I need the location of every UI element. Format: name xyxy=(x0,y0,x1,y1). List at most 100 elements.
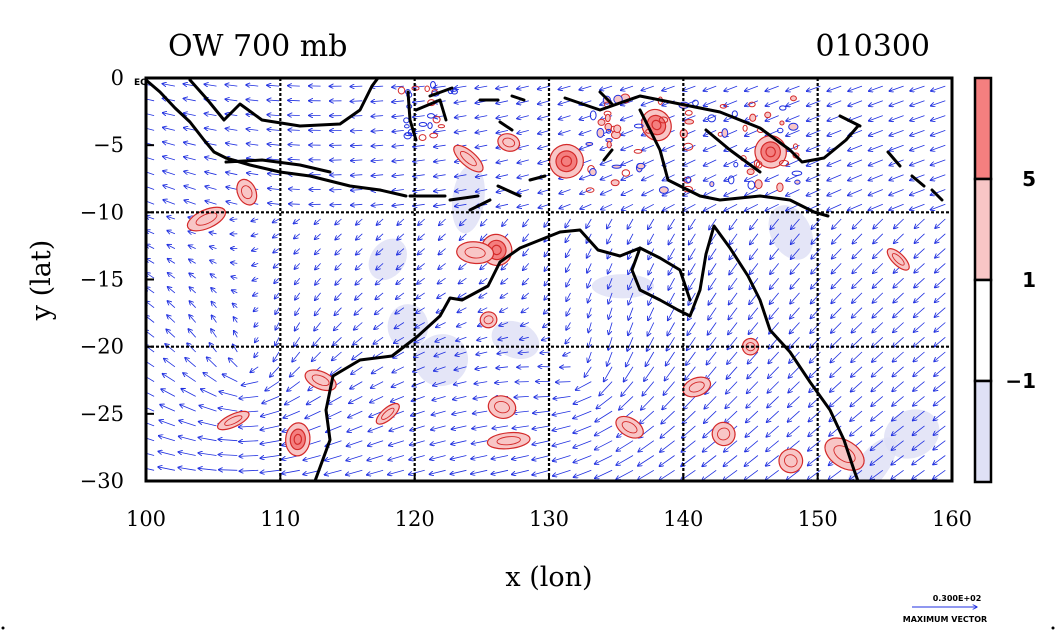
wind-vector xyxy=(394,336,405,343)
wind-vector xyxy=(642,189,654,196)
wind-vector xyxy=(517,175,529,178)
wind-vector xyxy=(315,263,321,269)
ow-small-cell xyxy=(754,179,763,190)
wind-vector xyxy=(312,351,321,361)
wind-vector xyxy=(724,85,738,91)
wind-vector xyxy=(662,396,675,409)
corner-mark-left xyxy=(1,626,5,630)
wind-vector xyxy=(724,144,738,151)
negative-region xyxy=(846,437,897,481)
wind-vector xyxy=(558,85,571,90)
wind-vector xyxy=(552,455,571,462)
ow-small-cell xyxy=(748,101,756,108)
wind-vector xyxy=(767,381,779,394)
wind-vector xyxy=(850,425,863,436)
wind-vector xyxy=(558,130,571,134)
wind-vector xyxy=(594,440,613,450)
wind-vector xyxy=(512,426,529,429)
wind-vector xyxy=(628,292,634,305)
wind-vector xyxy=(521,307,530,313)
wind-vector xyxy=(346,455,363,461)
wind-vector xyxy=(522,277,530,285)
wind-vector xyxy=(375,292,384,300)
wind-vector xyxy=(889,203,904,210)
wind-vector xyxy=(183,113,196,116)
wind-vector xyxy=(285,396,300,404)
wind-vector xyxy=(481,218,488,226)
wind-vector xyxy=(480,233,488,241)
wind-vector xyxy=(475,175,488,178)
wind-vector xyxy=(747,366,759,379)
wind-vector xyxy=(517,101,529,104)
wind-vector xyxy=(912,425,925,436)
wind-vector xyxy=(579,85,592,90)
ow-small-cell xyxy=(778,159,790,167)
wind-vector xyxy=(455,351,467,356)
ow-small-cell xyxy=(749,113,757,122)
wind-vector xyxy=(438,233,446,240)
wind-vector xyxy=(787,425,800,437)
wind-vector xyxy=(704,396,717,409)
wind-vector xyxy=(475,367,488,369)
wind-vector xyxy=(746,410,759,423)
wind-vector xyxy=(930,189,946,196)
wind-vector xyxy=(831,322,842,334)
wind-vector xyxy=(163,156,176,161)
wind-vector xyxy=(499,323,509,327)
reference-vector: 0.300E+02 MAXIMUM VECTOR xyxy=(903,594,987,624)
wind-vector xyxy=(573,440,592,448)
wind-vector xyxy=(146,185,155,190)
wind-vector xyxy=(689,233,696,245)
wind-vector xyxy=(912,440,925,451)
wind-vector xyxy=(146,374,155,382)
wind-vector xyxy=(894,218,904,229)
wind-vector xyxy=(519,337,529,339)
wind-vector xyxy=(335,233,342,240)
wind-vector xyxy=(645,351,655,367)
wind-vector xyxy=(534,396,550,397)
wind-vector xyxy=(607,218,613,229)
wind-vector xyxy=(724,174,738,181)
wind-vector xyxy=(162,374,176,382)
wind-vector xyxy=(325,455,342,461)
wind-vector xyxy=(869,85,883,91)
wind-vector xyxy=(178,452,196,456)
wind-vector xyxy=(434,175,446,177)
positive-ow-cell xyxy=(479,311,498,329)
wind-vector xyxy=(268,188,280,189)
wind-vector xyxy=(806,115,821,122)
wind-vector xyxy=(787,410,800,422)
wind-vector xyxy=(889,130,904,135)
wind-vector xyxy=(703,174,717,181)
wind-vector xyxy=(532,440,550,445)
positive-ow-cell xyxy=(375,402,400,425)
wind-vector xyxy=(934,366,946,377)
wind-vector xyxy=(199,405,217,412)
ow-contour-outer xyxy=(486,431,531,450)
wind-vector xyxy=(594,425,613,436)
wind-vector xyxy=(558,100,571,105)
wind-vector xyxy=(725,410,738,423)
wind-vector xyxy=(260,425,280,430)
wind-vector xyxy=(749,263,759,274)
wind-vector xyxy=(595,469,613,478)
wind-vector xyxy=(368,425,384,432)
wind-vector xyxy=(351,366,363,375)
wind-vector xyxy=(417,277,425,284)
wind-vector xyxy=(218,470,238,471)
ow-small-cell xyxy=(742,124,748,132)
wind-vector xyxy=(371,175,384,176)
wind-vector xyxy=(480,263,488,269)
wind-vector xyxy=(230,219,238,220)
wind-vector xyxy=(330,190,342,191)
wind-vector xyxy=(306,396,321,404)
wind-vector xyxy=(209,232,217,234)
wind-vector xyxy=(870,440,884,451)
wind-vector xyxy=(931,85,946,91)
wind-vector xyxy=(335,277,342,285)
wind-vector xyxy=(167,287,176,294)
wind-vector xyxy=(228,358,238,368)
wind-vector xyxy=(848,85,863,91)
wind-vector xyxy=(790,248,800,260)
wind-vector xyxy=(454,204,467,206)
